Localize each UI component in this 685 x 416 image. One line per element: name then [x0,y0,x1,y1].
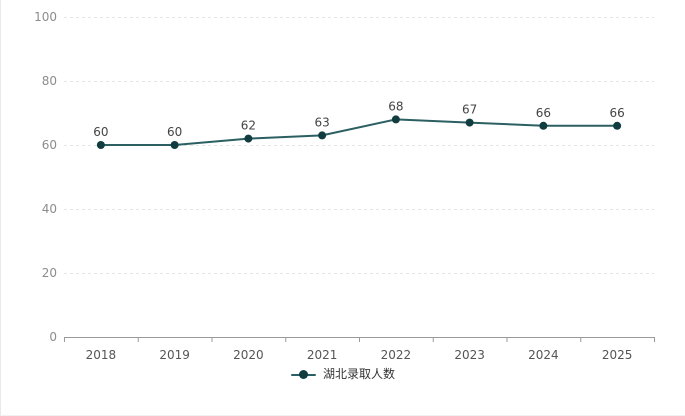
data-point[interactable] [170,141,179,149]
data-point[interactable] [539,121,548,130]
legend-line-marker-icon [290,369,316,379]
data-point-label: 60 [167,125,182,139]
legend-marker-dot [298,369,308,379]
data-point[interactable] [613,121,622,130]
x-axis-label: 2025 [602,348,633,362]
y-axis-tick-label: 20 [42,266,57,280]
series-line [100,118,618,146]
data-point[interactable] [244,134,253,143]
x-axis-label: 2024 [528,348,559,362]
line-chart: 0 20 40 60 80 100 2018 2019 2020 2021 2022 2023 2024… [34,10,655,362]
data-point-label: 60 [93,125,108,139]
data-point[interactable] [465,118,474,127]
y-axis-tick-label: 40 [42,202,57,216]
data-point-label: 66 [536,106,551,120]
y-axis-tick-label: 0 [49,330,57,344]
x-axis-label: 2020 [233,348,264,362]
y-axis-tick-label: 80 [42,74,57,88]
x-axis-label: 2022 [381,348,412,362]
y-axis-tick-label: 60 [42,138,57,152]
data-point-label: 63 [314,115,329,129]
x-axis-label: 2023 [454,348,485,362]
x-axis-label: 2021 [307,348,338,362]
data-point-label: 67 [462,103,477,117]
data-point-label: 66 [609,106,624,120]
x-axis-label: 2018 [86,348,117,362]
data-point[interactable] [318,131,327,140]
legend-item[interactable]: 湖北录取人数 [1,368,685,380]
legend-label: 湖北录取人数 [322,367,395,381]
data-point-label: 68 [388,99,403,113]
y-axis-tick-label: 100 [34,10,57,24]
data-point-label: 62 [241,119,256,133]
x-axis-label: 2019 [159,348,190,362]
data-point[interactable] [391,115,400,124]
data-point[interactable] [96,141,105,149]
